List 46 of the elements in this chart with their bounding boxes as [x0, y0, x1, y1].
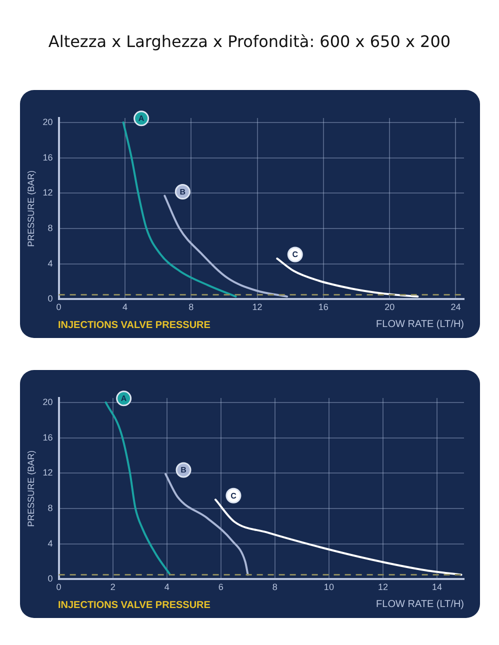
series-label: A: [120, 394, 127, 404]
y-axis-title: PRESSURE (BAR): [26, 450, 36, 527]
y-tick-label: 0: [48, 294, 53, 304]
x-tick-label: 0: [56, 302, 62, 312]
line-series: [164, 194, 288, 298]
ref-line-label: INJECTIONS VALVE PRESSURE: [58, 320, 211, 331]
x-tick-label: 6: [218, 582, 224, 592]
x-tick-label: 2: [110, 582, 116, 592]
x-tick-label: 14: [432, 582, 442, 592]
line-series: [214, 498, 462, 576]
y-tick-label: 4: [48, 538, 53, 548]
x-tick-label: 10: [324, 582, 334, 592]
y-tick-label: 20: [42, 116, 53, 127]
y-tick-label: 16: [42, 152, 53, 162]
line-series: [122, 121, 237, 298]
x-tick-label: 24: [450, 302, 461, 312]
x-axis-title: FLOW RATE (LT/H): [376, 598, 464, 610]
chart-title: Altezza x Larghezza x Profondità: 600 x 650 x 200: [47, 32, 452, 51]
series-label: C: [230, 491, 237, 500]
series-label: B: [180, 466, 187, 475]
x-tick-label: 20: [384, 302, 395, 312]
x-tick-label: 4: [122, 302, 128, 312]
y-tick-label: 0: [48, 574, 53, 584]
x-tick-label: 12: [378, 582, 388, 592]
x-tick-label: 16: [318, 302, 328, 312]
x-tick-label: 12: [252, 302, 262, 312]
series-label: A: [138, 114, 144, 124]
ref-line-label: INJECTIONS VALVE PRESSURE: [58, 600, 211, 611]
series-label: B: [180, 187, 186, 196]
x-tick-label: 8: [272, 582, 278, 592]
y-tick-label: 12: [42, 468, 53, 478]
y-tick-label: 20: [42, 396, 53, 407]
line-series: [164, 473, 249, 576]
line-series: [104, 401, 171, 575]
y-tick-label: 16: [42, 432, 53, 442]
x-axis-title: FLOW RATE (LT/H): [376, 318, 464, 330]
line-series: [276, 258, 419, 298]
y-axis-title: PRESSURE (BAR): [26, 170, 36, 247]
series-label: C: [292, 250, 298, 260]
y-tick-label: 12: [42, 188, 53, 198]
y-tick-label: 4: [48, 258, 53, 268]
y-tick-label: 8: [48, 502, 53, 513]
x-tick-label: 0: [56, 582, 62, 592]
x-tick-label: 8: [188, 302, 194, 312]
x-tick-label: 4: [164, 582, 170, 592]
y-tick-label: 8: [48, 222, 53, 233]
